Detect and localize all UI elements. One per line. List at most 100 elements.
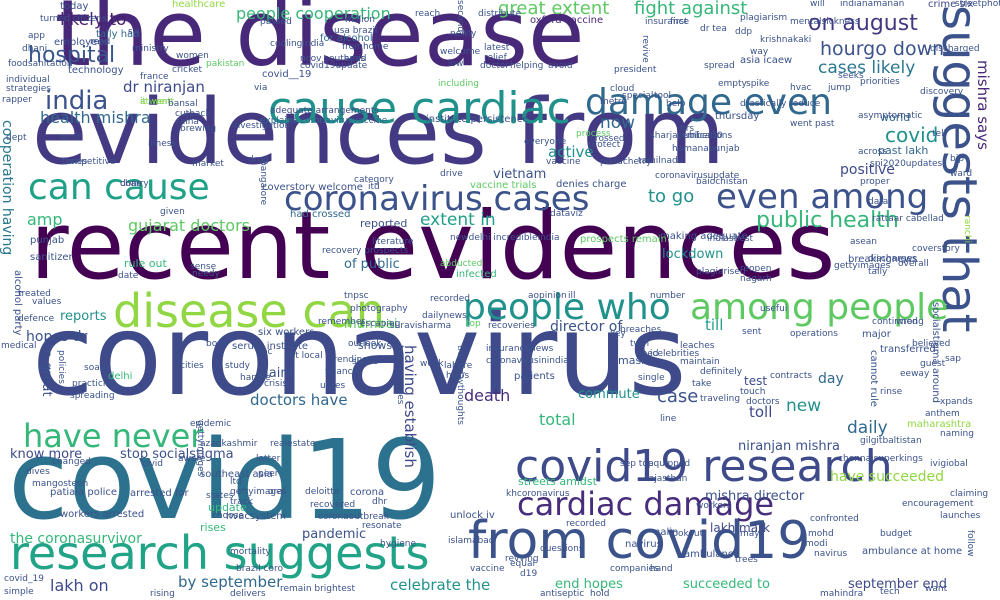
word: policies (56, 350, 66, 384)
word: maharashtra (907, 419, 972, 430)
word: soaps (84, 363, 111, 373)
word: amit (60, 133, 81, 143)
word: celebrate the (390, 576, 491, 594)
word: amid (344, 54, 367, 64)
word: serum institute (232, 341, 309, 352)
word: done (120, 179, 143, 189)
word: help (666, 99, 686, 109)
word: know more (10, 447, 83, 462)
word: asean (850, 237, 877, 247)
word: realestate (270, 439, 316, 449)
word: doctors (746, 397, 780, 407)
word: coronavirusinindia (486, 356, 569, 366)
word: nalin (654, 527, 679, 538)
word: peer (258, 469, 279, 479)
word: resonate (362, 521, 402, 531)
word: rises (200, 521, 226, 534)
word: went past (790, 119, 835, 129)
word: discharges (868, 254, 917, 264)
word: can cause (28, 167, 210, 208)
word: process (576, 129, 611, 139)
word: need (636, 349, 659, 359)
word: making adequate (660, 231, 748, 242)
word: breaches (620, 325, 662, 335)
word: first (670, 17, 688, 27)
word: app (28, 31, 45, 41)
word: modi (805, 539, 828, 549)
word: leaches (680, 341, 715, 351)
word: health mishra (40, 108, 151, 127)
word: oral (268, 487, 286, 497)
word: equipped (648, 459, 691, 469)
word: suravisharma (390, 321, 452, 331)
word: ranchi (962, 215, 972, 244)
word: it went (140, 97, 172, 107)
word: hvacsystem (226, 511, 287, 522)
word: coronavirusupdate (655, 171, 740, 181)
word: contirmed (872, 317, 918, 327)
word: coverstory (912, 244, 960, 254)
word: khcoronavirus (506, 489, 570, 499)
word: adequate arrangements (270, 106, 380, 116)
word: tnpsc (344, 291, 369, 301)
word: sep top (620, 459, 654, 469)
word: shows (358, 339, 393, 352)
word: hand (650, 564, 673, 574)
word: mahindra (820, 589, 864, 599)
word: public health (756, 208, 899, 233)
word: positive (840, 162, 895, 178)
word: people cooperation (236, 4, 391, 23)
word: drug (248, 155, 269, 165)
word: succeeded to (683, 577, 770, 592)
word: damage even (585, 82, 832, 123)
word: fromhome (342, 42, 389, 52)
word: equal (510, 559, 535, 569)
word: for alcohol (320, 33, 373, 44)
word: fight against (634, 0, 748, 19)
word: tell (932, 129, 947, 139)
word: hold (590, 589, 610, 599)
word: test (744, 374, 768, 388)
word: follow (965, 530, 975, 557)
word: icelebrities (650, 349, 700, 359)
word: literature (372, 237, 414, 247)
word: jump (828, 83, 851, 93)
word: bjp (950, 154, 964, 164)
word: taily (868, 267, 888, 277)
word: coverstory welcome (262, 182, 363, 193)
word: having establish (401, 345, 419, 468)
word: dhani (22, 44, 48, 54)
word: traveling (700, 394, 741, 404)
word: distribute (478, 9, 522, 19)
word: workers (696, 501, 732, 511)
word: claiming (950, 489, 989, 499)
word: take (692, 379, 712, 389)
word: insurance (645, 17, 690, 27)
word: crime six (928, 0, 974, 10)
word: women (176, 51, 209, 61)
word: of public (344, 257, 400, 272)
word: mortality (230, 547, 271, 557)
word: itd (368, 182, 380, 192)
word: states (206, 491, 234, 501)
word: ministry (132, 44, 169, 54)
word: hamanapunjab (672, 144, 740, 154)
word: slams (352, 357, 379, 367)
word: sap (945, 354, 961, 364)
word: crisis (264, 379, 288, 389)
word: treated (18, 289, 51, 299)
word: naming (940, 429, 974, 439)
word: indiasbest (707, 234, 754, 244)
word: ambulance at home (862, 546, 963, 557)
word: finance (325, 367, 359, 377)
word: evidences from (32, 80, 725, 185)
word: https (446, 371, 470, 381)
word: wrong (896, 317, 924, 327)
word: given (160, 207, 185, 217)
word: lockdown (662, 247, 724, 262)
word: spike (746, 79, 770, 89)
word: maintain (680, 357, 720, 367)
word: crossed (590, 134, 625, 144)
word: cricket (172, 65, 203, 75)
word: new (786, 396, 822, 416)
